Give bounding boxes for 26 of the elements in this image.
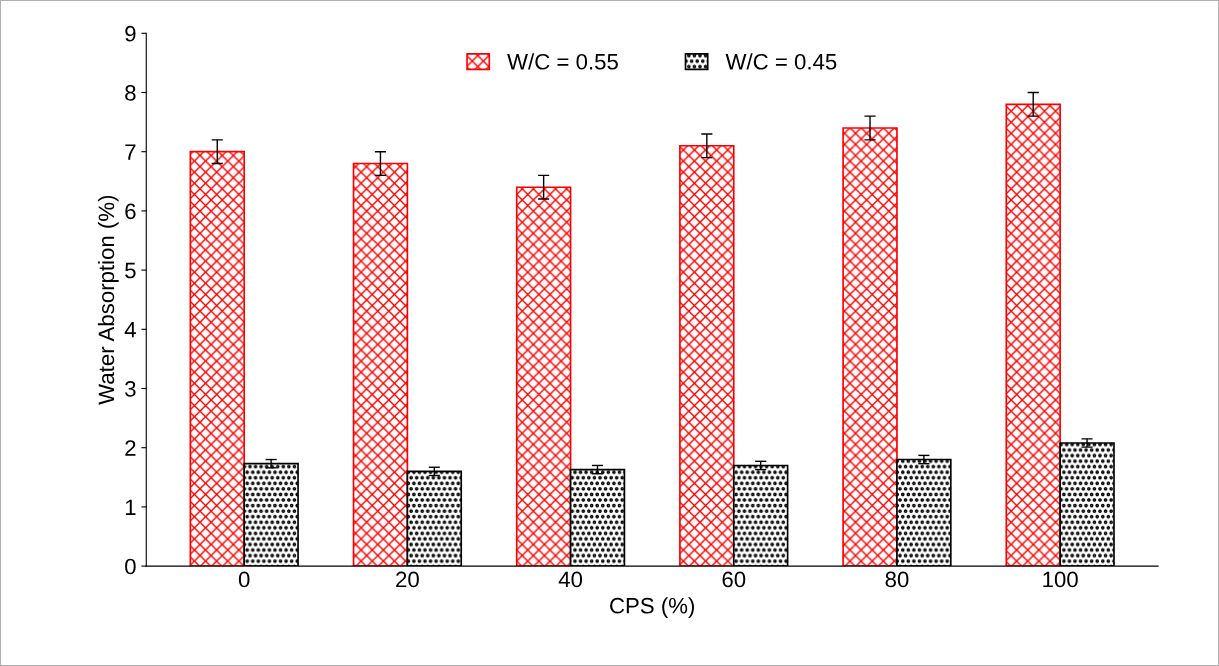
- x-axis-title: CPS (%): [610, 597, 694, 618]
- legend-label: W/C = 0.45: [725, 53, 837, 70]
- x-tick-label: 60: [722, 571, 746, 588]
- bar: [515, 186, 572, 567]
- y-tick-label: 0: [125, 558, 136, 575]
- y-tick-label: 6: [125, 203, 136, 220]
- y-tick-label: 4: [124, 322, 136, 338]
- y-tick-label: 2: [125, 440, 136, 456]
- y-tick-label: 8: [125, 85, 136, 101]
- x-tick-label: 20: [396, 571, 419, 588]
- bar: [352, 162, 409, 567]
- y-tick-label: 7: [125, 144, 136, 160]
- x-tick-label: 40: [558, 571, 583, 588]
- x-tick-label: 100: [1043, 571, 1078, 588]
- bar: [679, 144, 735, 567]
- bar: [842, 127, 898, 567]
- y-tick-label: 3: [125, 381, 136, 397]
- legend-label: W/C = 0.55: [507, 53, 618, 70]
- bar: [189, 150, 246, 567]
- y-tick-label: 9: [125, 25, 136, 42]
- x-tick-label: 0: [238, 571, 250, 588]
- x-tick-label: 80: [885, 571, 909, 588]
- y-tick-label: 5: [125, 262, 136, 279]
- bar: [1005, 103, 1061, 567]
- y-axis-title: Water Absorption (%): [97, 195, 119, 405]
- y-tick-label: 1: [125, 499, 136, 515]
